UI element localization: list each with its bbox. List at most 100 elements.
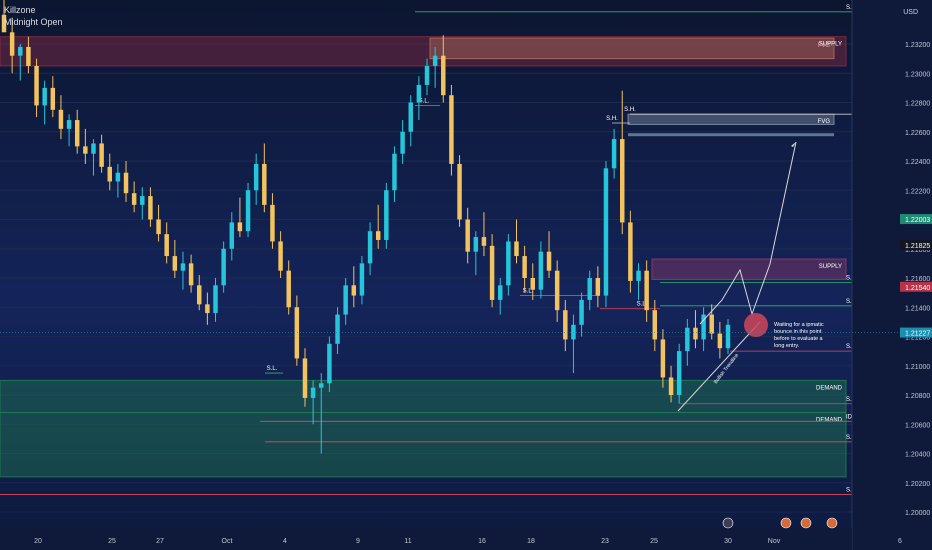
candle-41	[335, 307, 340, 355]
candle-body-19	[156, 219, 161, 235]
zone-fvg-0	[429, 37, 835, 60]
candle-body-25	[205, 304, 210, 314]
level-label-3: S.H.	[606, 116, 618, 122]
candle-60	[489, 234, 495, 308]
candle-66	[538, 241, 544, 299]
candle-42	[343, 278, 348, 325]
candle-body-65	[530, 278, 536, 290]
candle-body-85	[693, 327, 698, 340]
annotation-line-1: bounce in this point	[774, 329, 822, 335]
candle-body-11	[91, 143, 96, 154]
candle-body-23	[188, 263, 194, 286]
candle-body-53	[432, 55, 438, 66]
candle-body-66	[538, 251, 544, 290]
candle-body-72	[587, 278, 592, 300]
candle-body-80	[652, 310, 658, 340]
zone-label-3: SUPPLY	[819, 264, 842, 270]
candle-body-43	[351, 285, 357, 296]
legend-midnight-open[interactable]: Midnight Open	[4, 17, 63, 27]
candle-body-55	[449, 95, 454, 164]
candle-84	[685, 318, 690, 366]
candle-0	[1, 0, 7, 33]
candle-body-30	[245, 190, 251, 232]
y-tick-label-7: 1.21800	[905, 247, 930, 254]
y-tick-label-5: 1.22200	[905, 188, 930, 195]
y-tick-label-3: 1.22600	[905, 130, 930, 137]
zone-label-5: DEMAND	[816, 418, 843, 424]
candle-77	[628, 210, 633, 293]
candle-69	[563, 299, 568, 352]
y-tick-label-8: 1.21600	[905, 276, 930, 283]
candle-68	[554, 260, 560, 322]
candle-body-2	[18, 46, 23, 56]
candle-52	[424, 58, 430, 96]
y-tick-label-1: 1.23000	[905, 71, 930, 78]
candle-78	[636, 263, 641, 300]
candle-body-88	[717, 333, 723, 349]
candle-76	[620, 90, 625, 235]
candle-body-78	[636, 270, 641, 281]
candle-4	[34, 58, 39, 118]
candle-47	[384, 182, 389, 249]
candle-82	[668, 365, 674, 403]
candle-45	[367, 222, 373, 276]
zone-fvg-2	[627, 113, 835, 125]
event-marker-icon-2	[800, 517, 812, 529]
level-label-2: S.L.	[419, 98, 430, 104]
candle-body-13	[107, 166, 112, 182]
candle-58	[473, 231, 479, 276]
candle-33	[270, 193, 275, 249]
candle-28	[229, 212, 235, 261]
candle-body-45	[367, 231, 373, 264]
price-tag-bg-0	[900, 214, 932, 225]
candle-body-36	[294, 307, 300, 359]
candle-10	[83, 128, 88, 164]
candle-body-5	[42, 87, 47, 106]
candle-body-67	[546, 251, 552, 271]
candle-56	[457, 155, 462, 227]
x-tick-label-12: Nov	[768, 538, 781, 545]
candle-88	[717, 321, 723, 359]
x-tick-label-13: 6	[898, 538, 902, 545]
x-tick-label-0: 20	[34, 538, 42, 545]
candle-body-35	[286, 270, 291, 308]
level-label-1: S.H.	[624, 107, 636, 113]
candle-body-38	[310, 387, 316, 398]
candle-body-69	[563, 310, 568, 340]
candle-30	[245, 182, 251, 238]
candle-71	[579, 292, 584, 337]
candle-40	[327, 336, 332, 393]
candle-6	[50, 76, 56, 118]
candle-body-58	[473, 237, 479, 252]
zone-demand-5	[0, 412, 847, 478]
event-marker-icon-1	[780, 517, 792, 529]
y-tick-label-4: 1.22400	[905, 159, 930, 166]
candle-body-73	[595, 278, 601, 296]
candle-9	[74, 109, 80, 154]
candle-body-82	[668, 377, 674, 395]
legend-killzone[interactable]: Killzone	[4, 5, 36, 15]
time-axis-background	[0, 528, 852, 550]
candle-body-16	[131, 193, 137, 205]
candle-body-14	[115, 172, 121, 182]
candle-body-32	[262, 163, 267, 205]
candle-body-28	[229, 222, 235, 249]
time-axis[interactable]: 20 25 27 Oct 4 9 11 16 18 23 25 30 Nov 6	[0, 517, 902, 550]
candle-20	[164, 222, 169, 264]
currency-label: USD	[903, 9, 918, 16]
candle-49	[400, 120, 405, 164]
candle-body-20	[164, 234, 169, 257]
candle-body-1	[9, 32, 15, 56]
candle-body-37	[302, 358, 308, 398]
price-tag-3: 1.21227	[905, 331, 930, 338]
x-tick-label-7: 16	[478, 538, 486, 545]
candle-36	[294, 295, 300, 366]
bullish-trendline	[677, 321, 761, 412]
indicator-legend[interactable]: Killzone Midnight Open	[4, 4, 63, 28]
x-tick-label-11: 30	[724, 538, 732, 545]
zone-label-0: FVG	[818, 43, 831, 49]
candle-54	[441, 35, 446, 103]
